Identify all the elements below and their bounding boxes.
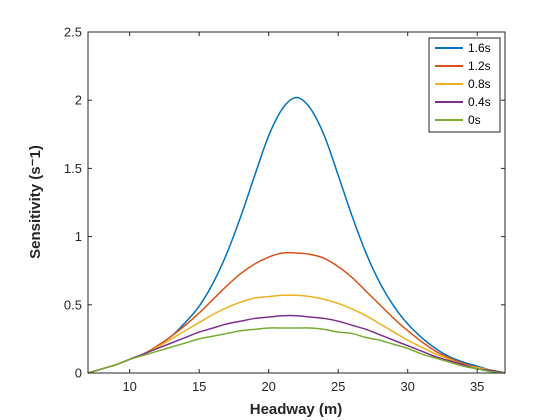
plot-frame — [87, 31, 506, 374]
y-axis-title: Sensitivity (s⁻1) — [27, 145, 44, 259]
y-tick-label: 2.5 — [64, 25, 82, 40]
legend: 1.6s 1.2s 0.8s 0.4s 0s — [428, 37, 501, 133]
x-axis-title: Headway (m) — [250, 401, 343, 418]
legend-label: 1.6s — [468, 41, 491, 55]
x-tick-label: 25 — [331, 379, 345, 394]
series-layer — [87, 96, 506, 374]
y-tick-label: 1.5 — [64, 161, 82, 176]
x-tick-label: 15 — [192, 379, 206, 394]
x-tick-label: 35 — [470, 379, 484, 394]
y-tick-label: 0 — [75, 366, 82, 381]
x-tick-label: 20 — [261, 379, 275, 394]
legend-label: 0s — [468, 113, 481, 127]
legend-label: 0.8s — [468, 77, 491, 91]
series-line-0s — [87, 327, 506, 374]
x-tick-label: 30 — [400, 379, 414, 394]
y-tick-label: 2 — [75, 93, 82, 108]
series-line-0.4s — [87, 314, 506, 374]
series-line-1.2s — [87, 251, 506, 374]
tick-labels-layer: 10 15 20 25 30 35 0 0.5 1 1.5 2 2.5 — [64, 25, 485, 395]
legend-label: 1.2s — [468, 59, 491, 73]
legend-label: 0.4s — [468, 95, 491, 109]
series-line-0.8s — [87, 294, 506, 374]
y-tick-label: 0.5 — [64, 297, 82, 312]
y-tick-label: 1 — [75, 229, 82, 244]
x-tick-label: 10 — [122, 379, 136, 394]
